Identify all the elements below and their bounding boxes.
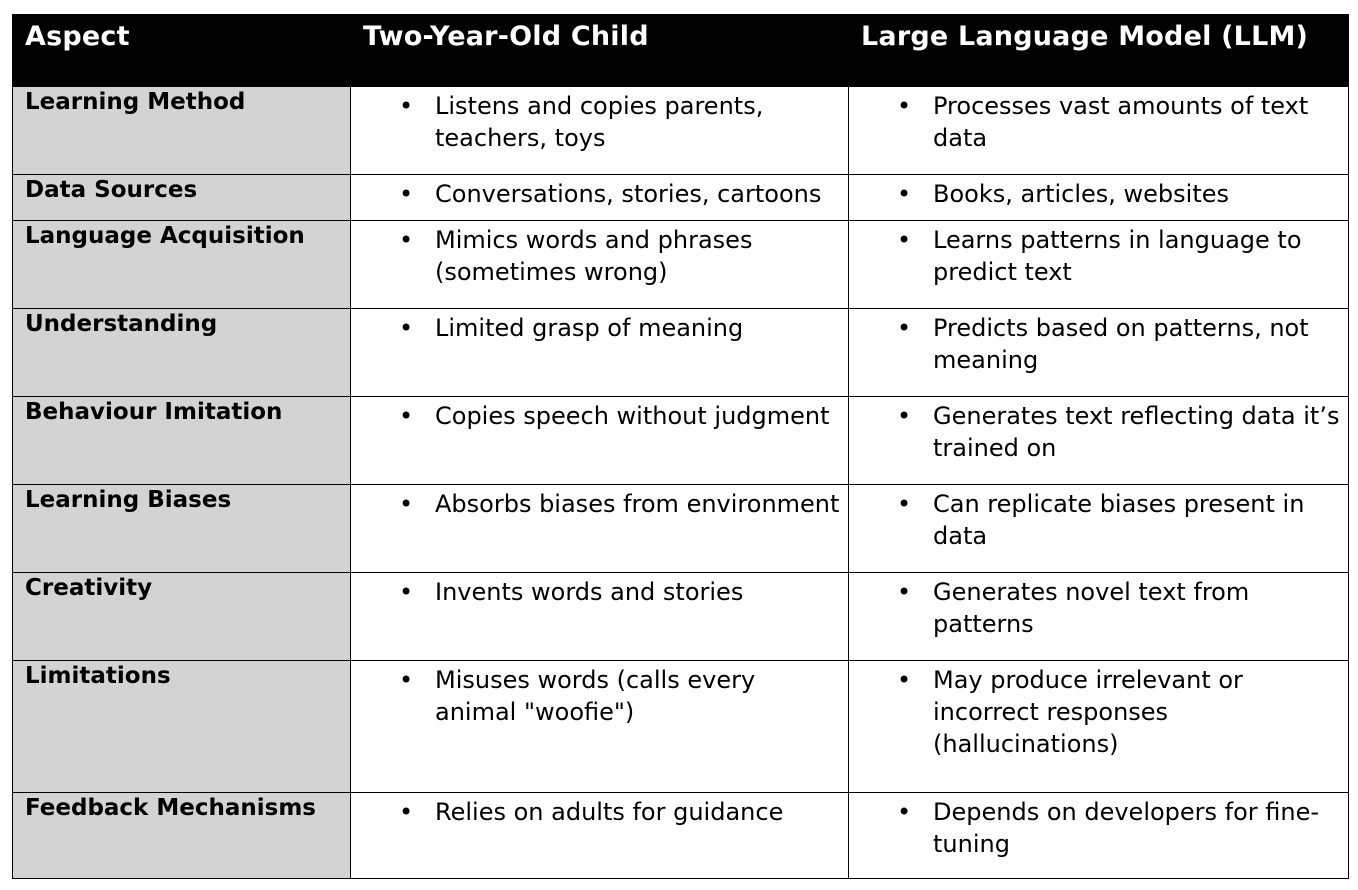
table-row: Feedback Mechanisms Relies on adults for…	[12, 791, 1349, 879]
bullet-item: Generates novel text from patterns	[897, 576, 1340, 640]
child-cell: Invents words and stories	[350, 571, 849, 661]
child-cell: Absorbs biases from environment	[350, 483, 849, 573]
bullet-item: Can replicate biases present in data	[897, 488, 1340, 552]
child-cell: Listens and copies parents, teachers, to…	[350, 85, 849, 175]
llm-cell: Predicts based on patterns, not meaning	[848, 307, 1349, 397]
aspect-label: Understanding	[12, 307, 351, 397]
header-child: Two-Year-Old Child	[350, 14, 849, 87]
table-row: Data Sources Conversations, stories, car…	[12, 173, 1349, 221]
table-row: Creativity Invents words and stories Gen…	[12, 571, 1349, 661]
table-row: Language Acquisition Mimics words and ph…	[12, 219, 1349, 309]
bullet-item: Depends on developers for fine-tuning	[897, 796, 1340, 860]
llm-cell: Learns patterns in language to predict t…	[848, 219, 1349, 309]
child-cell: Mimics words and phrases (sometimes wron…	[350, 219, 849, 309]
table-row: Limitations Misuses words (calls every a…	[12, 659, 1349, 793]
header-llm: Large Language Model (LLM)	[848, 14, 1349, 87]
llm-cell: Processes vast amounts of text data	[848, 85, 1349, 175]
bullet-item: Generates text reflecting data it’s trai…	[897, 400, 1340, 464]
aspect-label: Learning Biases	[12, 483, 351, 573]
bullet-item: Limited grasp of meaning	[399, 312, 840, 344]
bullet-item: Processes vast amounts of text data	[897, 90, 1340, 154]
table-body: Learning Method Listens and copies paren…	[12, 85, 1349, 879]
child-cell: Misuses words (calls every animal "woofi…	[350, 659, 849, 793]
table-row: Learning Biases Absorbs biases from envi…	[12, 483, 1349, 573]
table-row: Learning Method Listens and copies paren…	[12, 85, 1349, 175]
bullet-item: Predicts based on patterns, not meaning	[897, 312, 1340, 376]
aspect-label: Behaviour Imitation	[12, 395, 351, 485]
child-cell: Relies on adults for guidance	[350, 791, 849, 879]
child-cell: Conversations, stories, cartoons	[350, 173, 849, 221]
aspect-label: Language Acquisition	[12, 219, 351, 309]
header-row: Aspect Two-Year-Old Child Large Language…	[12, 14, 1349, 87]
aspect-label: Creativity	[12, 571, 351, 661]
aspect-label: Feedback Mechanisms	[12, 791, 351, 879]
llm-cell: Depends on developers for fine-tuning	[848, 791, 1349, 879]
table-row: Behaviour Imitation Copies speech withou…	[12, 395, 1349, 485]
table-row: Understanding Limited grasp of meaning P…	[12, 307, 1349, 397]
header-aspect: Aspect	[12, 14, 351, 87]
bullet-item: Absorbs biases from environment	[399, 488, 840, 520]
comparison-table: Aspect Two-Year-Old Child Large Language…	[12, 14, 1349, 879]
llm-cell: Generates novel text from patterns	[848, 571, 1349, 661]
aspect-label: Learning Method	[12, 85, 351, 175]
bullet-item: May produce irrelevant or incorrect resp…	[897, 664, 1340, 760]
bullet-item: Mimics words and phrases (sometimes wron…	[399, 224, 840, 288]
bullet-item: Learns patterns in language to predict t…	[897, 224, 1340, 288]
bullet-item: Copies speech without judgment	[399, 400, 840, 432]
bullet-item: Misuses words (calls every animal "woofi…	[399, 664, 840, 728]
bullet-item: Relies on adults for guidance	[399, 796, 840, 828]
llm-cell: Generates text reflecting data it’s trai…	[848, 395, 1349, 485]
bullet-item: Books, articles, websites	[897, 178, 1340, 210]
llm-cell: Books, articles, websites	[848, 173, 1349, 221]
child-cell: Copies speech without judgment	[350, 395, 849, 485]
child-cell: Limited grasp of meaning	[350, 307, 849, 397]
bullet-item: Conversations, stories, cartoons	[399, 178, 840, 210]
llm-cell: Can replicate biases present in data	[848, 483, 1349, 573]
bullet-item: Invents words and stories	[399, 576, 840, 608]
table-header: Aspect Two-Year-Old Child Large Language…	[12, 14, 1349, 87]
aspect-label: Limitations	[12, 659, 351, 793]
aspect-label: Data Sources	[12, 173, 351, 221]
bullet-item: Listens and copies parents, teachers, to…	[399, 90, 840, 154]
llm-cell: May produce irrelevant or incorrect resp…	[848, 659, 1349, 793]
